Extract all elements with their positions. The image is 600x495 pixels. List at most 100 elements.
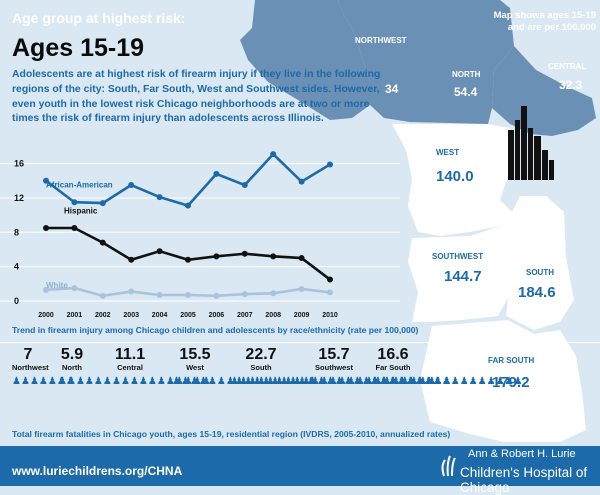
person-icon: ♟ (400, 376, 410, 387)
chart-caption: Trend in firearm injury among Chicago ch… (12, 325, 419, 335)
fatality-region-name: Southwest (315, 363, 353, 372)
x-tick-label: 2003 (123, 312, 139, 319)
person-icon: ♟ (361, 376, 371, 387)
person-icon: ♟ (433, 376, 443, 387)
data-point (241, 291, 248, 298)
person-icon: ♟ (292, 376, 302, 387)
person-icon: ♟ (174, 376, 184, 387)
person-icon: ♟ (265, 376, 275, 387)
x-tick-label: 2006 (209, 312, 225, 319)
data-point (213, 253, 220, 260)
x-tick-label: 2007 (237, 312, 253, 319)
footer-bar (0, 446, 600, 486)
person-icon: ♟ (20, 376, 30, 387)
data-point (327, 276, 333, 283)
data-point (270, 290, 277, 297)
data-point (99, 292, 106, 299)
fatality-region-name: North (62, 363, 82, 372)
person-icon: ♟ (495, 376, 505, 387)
data-point (213, 170, 220, 177)
person-icon: ♟ (279, 376, 289, 387)
person-icon: ♟ (156, 376, 166, 387)
person-icon: ♟ (486, 376, 496, 387)
map-region-central (492, 46, 596, 136)
data-point (71, 225, 78, 231)
person-icon: ♟ (230, 376, 239, 387)
person-icon: ♟ (391, 376, 401, 387)
data-point (241, 182, 248, 189)
person-icon: ♟ (468, 376, 478, 387)
person-icon: ♟ (129, 376, 139, 387)
map-region-far-south (420, 320, 586, 442)
person-icon: ♟ (180, 376, 190, 387)
region-name-south: SOUTH (526, 268, 554, 277)
person-icon: ♟ (256, 376, 266, 387)
region-name-west: WEST (436, 148, 460, 157)
fatality-item: 16.6 Far South ♟♟♟♟♟♟♟♟♟♟♟♟♟♟♟♟♟ (370, 347, 522, 387)
data-point (156, 194, 163, 201)
person-icon-group: ♟♟♟♟♟♟♟♟♟♟♟♟♟♟♟♟♟♟♟♟♟♟♟ (230, 376, 436, 387)
region-name-northwest: NORTHWEST (355, 36, 407, 45)
person-icon: ♟ (102, 376, 112, 387)
fatality-value: 7 (23, 346, 33, 363)
person-icon: ♟ (409, 376, 419, 387)
person-icon: ♟ (172, 376, 181, 387)
person-icon: ♟ (387, 376, 397, 387)
person-icon-group: ♟♟♟♟♟♟♟♟♟♟♟♟♟♟♟♟ (308, 376, 452, 387)
data-point (185, 291, 191, 298)
person-icon-group: ♟♟♟♟♟♟♟♟♟♟♟♟♟♟♟♟♟ (370, 376, 522, 387)
person-icon: ♟ (406, 376, 416, 387)
fatality-region-name: South (250, 363, 272, 372)
fatalities-pictogram: 7 Northwest ♟♟♟♟♟♟♟ 5.9 North ♟♟♟♟♟♟ 11.1 Centr… (0, 345, 522, 427)
person-icon: ♟ (93, 376, 103, 387)
fatality-value: 15.5 (179, 346, 211, 363)
person-icon: ♟ (29, 376, 39, 387)
person-icon: ♟ (66, 376, 76, 387)
y-tick-label: 0 (14, 296, 19, 306)
x-tick-label: 2009 (294, 312, 310, 319)
person-icon: ♟ (247, 376, 257, 387)
person-icon-group: ♟♟♟♟♟♟♟ (12, 376, 75, 387)
hand-logo-icon (441, 455, 456, 477)
person-icon: ♟ (138, 376, 148, 387)
person-icon: ♟ (477, 376, 487, 387)
region-value-northwest: 34 (385, 82, 399, 96)
person-icon: ♟ (47, 376, 57, 387)
map-region-southwest (408, 226, 508, 322)
person-icon-group: ♟♟♟♟♟♟♟♟♟♟♟♟♟♟♟♟ (172, 376, 316, 387)
person-icon: ♟ (418, 376, 428, 387)
data-point (185, 256, 191, 263)
data-point (327, 289, 333, 296)
fatality-value: 11.1 (114, 346, 146, 363)
x-tick-label: 2004 (152, 312, 168, 319)
series-label: Hispanic (64, 206, 98, 215)
data-point (298, 255, 305, 262)
data-point (128, 256, 135, 263)
person-icon: ♟ (432, 376, 442, 387)
person-icon: ♟ (308, 376, 317, 387)
data-point (71, 199, 78, 206)
fatality-value: 22.7 (245, 346, 277, 363)
person-icon: ♟ (216, 376, 226, 387)
person-icon: ♟ (198, 376, 208, 387)
fatality-region-name: Far South (375, 363, 411, 372)
person-icon: ♟ (427, 376, 437, 387)
person-icon: ♟ (252, 376, 262, 387)
person-icon: ♟ (310, 376, 320, 387)
data-point (298, 178, 305, 185)
series-line (46, 226, 331, 281)
person-icon: ♟ (65, 376, 75, 387)
kicker-heading: Age group at highest risk: (12, 10, 186, 26)
person-icon: ♟ (352, 376, 362, 387)
person-icon: ♟ (364, 376, 374, 387)
person-icon: ♟ (207, 376, 217, 387)
person-icon: ♟ (346, 376, 356, 387)
intro-paragraph: Adolescents are at highest risk of firea… (12, 69, 381, 125)
y-tick-label: 12 (14, 193, 24, 203)
footer-url-link[interactable]: www.luriechildrens.org/CHNA (12, 464, 183, 478)
person-icon: ♟ (355, 376, 365, 387)
person-icon: ♟ (225, 376, 235, 387)
data-point (71, 285, 78, 292)
region-value-south: 184.6 (518, 284, 556, 301)
